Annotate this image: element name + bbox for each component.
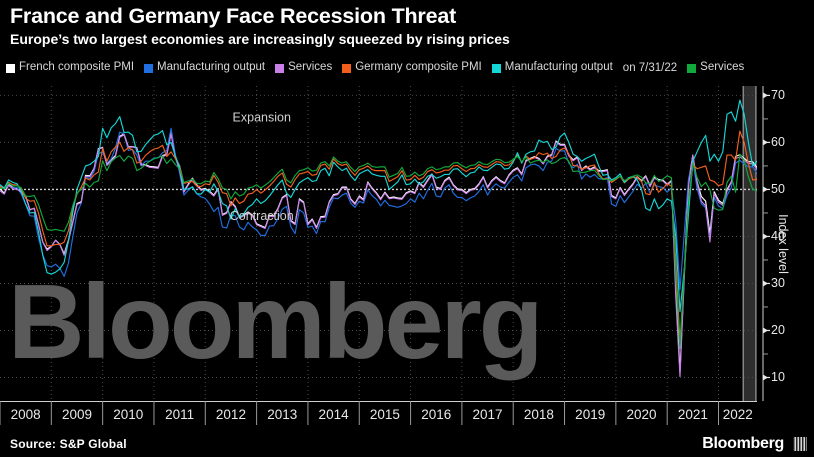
chart-plot-area: Bloomberg Expansion Contraction [0,86,757,401]
chart-header: France and Germany Face Recession Threat… [0,0,814,48]
bloomberg-terminal-icon [793,437,807,451]
legend-item-3[interactable]: Germany composite PMI [342,62,482,74]
x-axis-tick-label: 2012 [215,407,246,422]
legend-swatch-icon [144,63,154,73]
series-line-1 [0,127,757,291]
legend-swatch-icon [275,63,285,73]
legend-item-label: Germany composite PMI [355,61,482,74]
series-line-5 [0,153,757,349]
y-axis-tick-label: 70 [771,88,785,103]
series-line-3 [0,130,757,344]
y-axis-tick-label: 20 [771,323,785,338]
y-axis-tick-label: 10 [771,370,785,385]
annotation-1: Contraction [230,209,294,223]
legend-item-2[interactable]: Services [275,62,332,74]
chart-legend: French composite PMI Manufacturing output… [6,60,812,76]
x-axis-tick-label: 2017 [472,407,503,422]
x-axis-tick-label: 2010 [113,407,144,422]
x-axis-tick-label: 2016 [421,407,452,422]
y-axis: Index level 10 20 30 40 50 60 70 [757,86,814,401]
x-axis-ticks [0,401,757,425]
legend-item-label: French composite PMI [19,61,135,74]
y-axis-tick-label: 40 [771,229,785,244]
x-axis-tick-label: 2014 [318,407,349,422]
source-note: Source: S&P Global [10,437,127,451]
x-axis-tick-label: 2015 [369,407,400,422]
legend-item-label: Services [288,61,333,74]
series-line-0 [0,132,757,373]
x-axis-tick-label: 2008 [10,407,41,422]
legend-item-label: Manufacturing output [504,61,613,74]
series-line-4 [0,99,757,313]
legend-swatch-icon [491,63,501,73]
y-axis-tick-label: 50 [771,182,785,197]
legend-item-label: Services [700,61,745,74]
x-axis-tick-label: 2009 [61,407,92,422]
legend-item-label: Manufacturing output [157,61,266,74]
x-axis-tick-label: 2013 [267,407,298,422]
annotation-0: Expansion [233,110,291,124]
x-axis-tick-label: 2021 [677,407,708,422]
x-axis-tick-label: 2022 [722,407,753,422]
y-axis-title: Index level [776,213,791,274]
page-subtitle: Europe’s two largest economies are incre… [10,30,510,47]
y-axis-ticks [762,86,770,401]
legend-item-4[interactable]: Manufacturing output [491,61,613,74]
y-axis-tick-label: 60 [771,135,785,150]
legend-swatch-icon [6,63,15,73]
chart-svg: Expansion Contraction [0,86,757,401]
x-axis-tick-label: 2011 [165,407,195,422]
x-axis-tick-label: 2018 [523,407,554,422]
legend-item-1[interactable]: Manufacturing output [144,62,265,74]
legend-swatch-icon [342,63,352,73]
legend-item-0[interactable]: French composite PMI [6,62,134,74]
legend-item-5[interactable]: Services [687,62,744,74]
x-axis-tick-label: 2020 [626,407,657,422]
x-axis: 2008 2009 2010 2011 2012 2013 2014 2015 2016 2017… [0,401,757,433]
bloomberg-logo: Bloomberg [702,435,784,452]
x-axis-tick-label: 2019 [575,407,606,422]
highlight-band [743,86,756,401]
y-axis-tick-label: 30 [771,276,785,291]
page-title: France and Germany Face Recession Threat [10,4,457,28]
legend-swatch-icon [687,63,697,73]
legend-date-note: on 7/31/22 [622,62,678,74]
